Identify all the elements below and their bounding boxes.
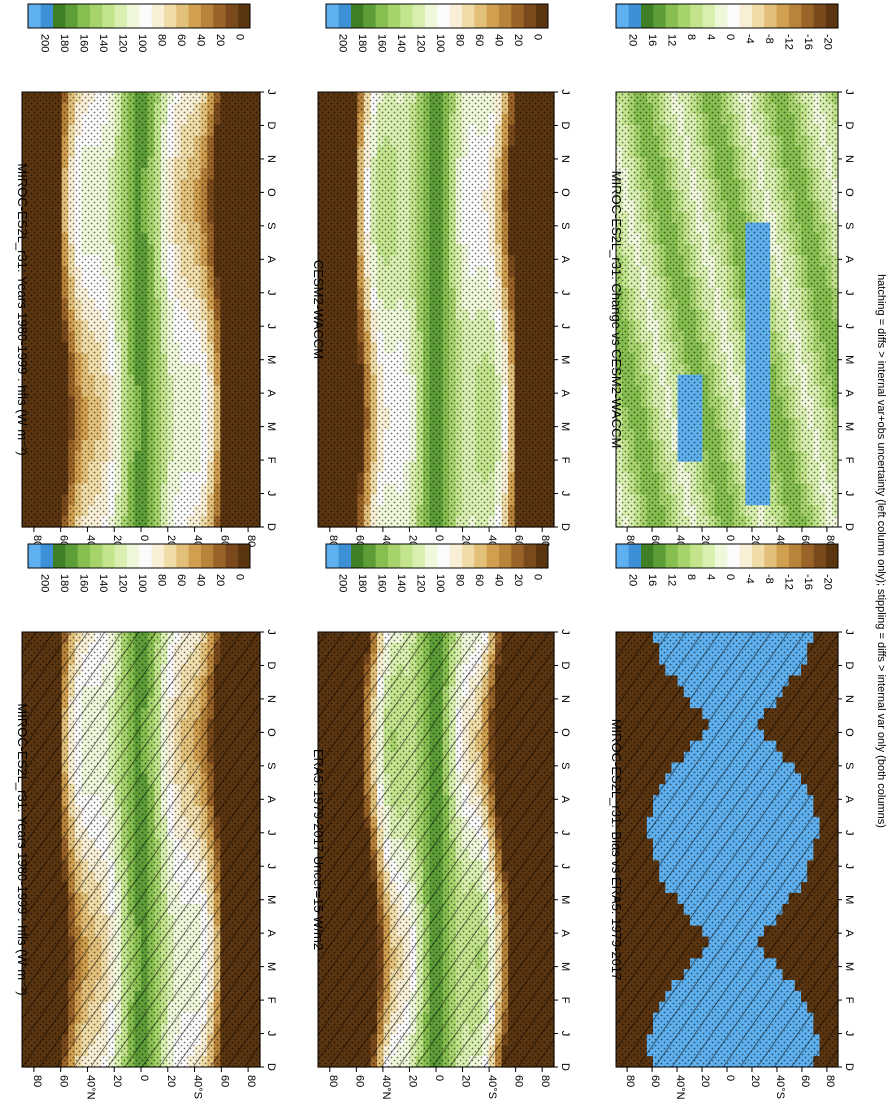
month-tick-label: O [265,188,277,197]
month-tick-label: S [559,762,571,769]
month-tick-label: D [559,1063,571,1071]
month-tick-label: M [265,895,277,904]
lat-tick-label: 20 [165,1075,177,1087]
lat-tick-label: 40°S [486,1075,498,1099]
lat-tick-label: 40°S [192,1075,204,1099]
lat-tick-label: 80 [327,1075,339,1087]
lat-tick-label: 40°N [84,1075,96,1100]
stipple-overlay [22,92,260,527]
lat-tick-label: 60 [218,1075,230,1087]
lat-tick-label: 0 [138,1075,150,1081]
lat-tick-label: 20 [111,1075,123,1087]
month-tick-label: N [265,155,277,163]
month-tick-label: A [265,389,277,397]
month-tick-label: S [265,222,277,229]
month-tick-label: M [265,962,277,971]
lat-tick-label: 80 [539,1075,551,1087]
month-tick-label: A [265,796,277,804]
month-tick-label: D [265,523,277,531]
month-tick-label: O [265,728,277,737]
panel-p3: 80 60 40°N 20 0 20 40°S 60 80 D J F M A M J J A S O N D J ERA5:… [311,629,571,1099]
lat-tick-label: 40°N [380,1075,392,1100]
month-tick-label: O [559,728,571,737]
lat-tick-label: 80 [245,1075,257,1087]
month-tick-label: N [559,695,571,703]
month-tick-label: M [559,895,571,904]
lat-tick-label: 60 [58,1075,70,1087]
month-tick-label: J [559,830,571,836]
panel-p1: 80 60 40°N 20 0 20 40°S 60 80 D J F M A M J J A S O N D J MIROC… [15,629,277,1099]
hatch-overlay [22,632,260,1067]
lat-tick-label: 20 [460,1075,472,1087]
lat-tick-label: 20 [406,1075,418,1087]
month-tick-label: D [265,661,277,669]
panel-p4: 806040°N2002040°S6080DJFMAMJJASONDJCESM2… [311,89,571,559]
month-tick-label: J [559,863,571,869]
month-tick-label: S [265,762,277,769]
month-tick-label: A [265,929,277,937]
month-tick-label: J [265,629,277,635]
month-tick-label: J [265,491,277,497]
panel-p2: 806040°N2002040°S6080DJFMAMJJASONDJMIROC… [15,89,277,559]
panel-title: ERA5: 1979-2017 Uncer=15 W/m2 [311,749,326,950]
month-tick-label: J [265,323,277,329]
month-tick-label: D [265,121,277,129]
month-tick-label: J [265,89,277,95]
month-tick-label: J [265,863,277,869]
month-tick-label: J [265,1031,277,1037]
month-tick-label: M [265,422,277,431]
month-tick-label: A [559,796,571,804]
month-tick-label: J [559,629,571,635]
month-tick-label: F [559,997,571,1004]
month-tick-label: D [559,661,571,669]
panel-title: MIROC-ES2L_r31: Years 1980-1999 : hfls (… [15,163,30,455]
hatch-overlay [318,632,554,1067]
month-tick-label: J [265,290,277,296]
month-tick-label: F [265,997,277,1004]
month-tick-label: F [265,457,277,464]
lat-tick-label: 60 [353,1075,365,1087]
lat-tick-label: 0 [138,535,150,541]
month-tick-label: N [265,695,277,703]
month-tick-label: J [559,1031,571,1037]
month-tick-label: M [265,355,277,364]
month-tick-label: J [265,830,277,836]
month-tick-label: D [265,1063,277,1071]
month-tick-label: A [265,256,277,264]
panel-title: MIROC-ES2L_r31: Years 1980-1999 : hfls (… [15,703,30,995]
lat-tick-label: 0 [433,1075,445,1081]
lat-tick-label: 80 [31,1075,43,1087]
lat-tick-label: 60 [513,1075,525,1087]
month-tick-label: A [559,929,571,937]
month-tick-label: M [559,962,571,971]
